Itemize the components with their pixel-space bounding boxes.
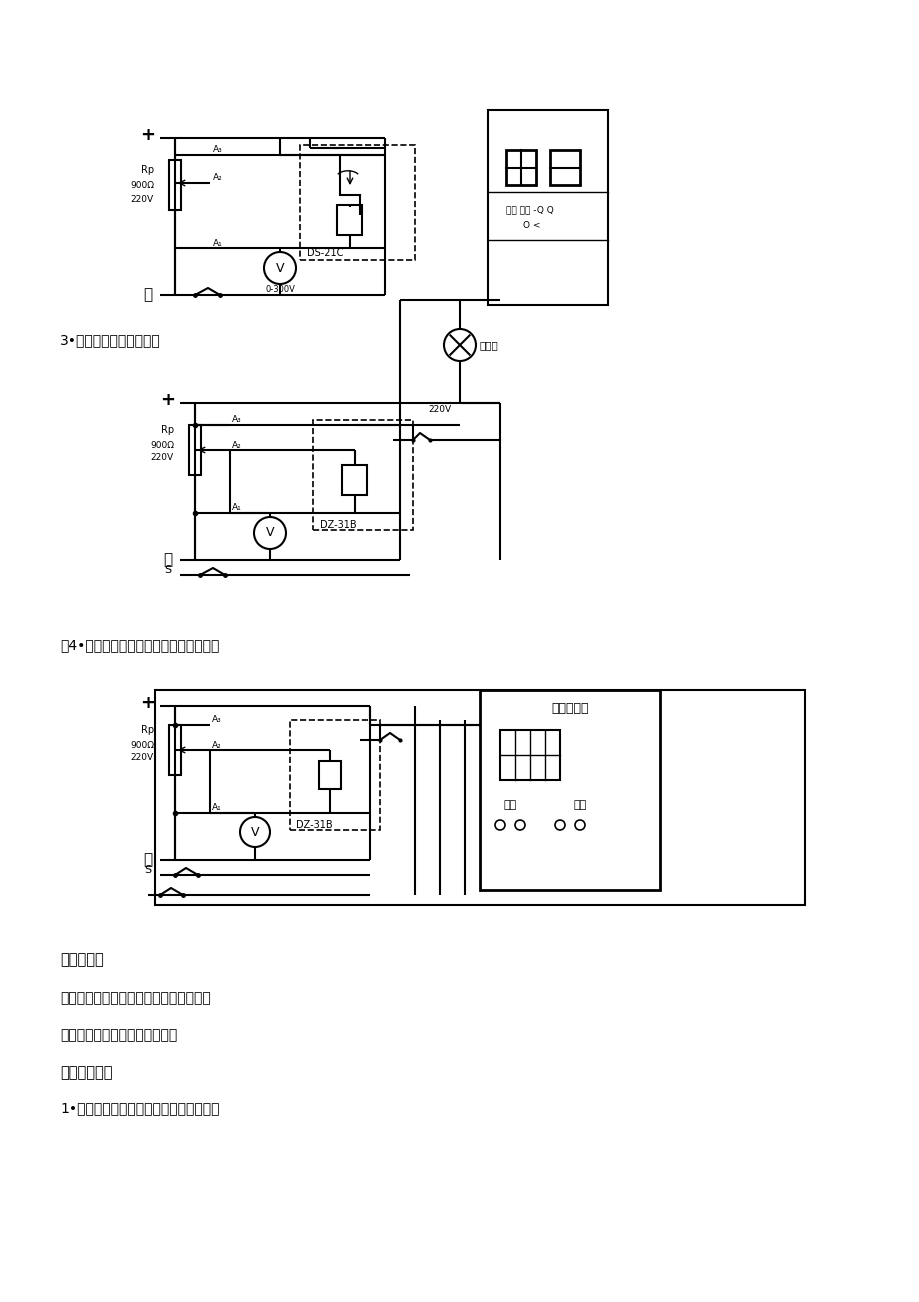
Text: A₁: A₁	[232, 504, 242, 513]
Text: A₁: A₁	[213, 238, 222, 247]
Bar	[505, 150, 536, 185]
Bar	[337, 204, 362, 234]
Text: S: S	[144, 865, 152, 875]
Text: O <: O <	[522, 220, 540, 229]
Text: 数字电秒表: 数字电秒表	[550, 702, 588, 715]
Text: Rp: Rp	[142, 725, 154, 736]
Text: +: +	[141, 126, 155, 145]
Bar	[154, 690, 804, 905]
Text: －: －	[164, 552, 173, 568]
Text: 四、实验内容: 四、实验内容	[60, 1065, 112, 1081]
Bar	[169, 160, 181, 210]
Text: DZ-31B: DZ-31B	[320, 519, 357, 530]
Text: 答：额定电压和继电器内部结构: 答：额定电压和继电器内部结构	[60, 1029, 177, 1042]
Text: 220V: 220V	[130, 195, 153, 204]
Bar	[319, 760, 341, 789]
Text: 900Ω: 900Ω	[130, 181, 153, 190]
Bar	[169, 725, 181, 775]
Text: A₃: A₃	[213, 146, 222, 155]
Text: A₂: A₂	[213, 173, 222, 182]
Text: DZ-31B: DZ-31B	[296, 820, 333, 829]
Text: 1•时间继电器的动作电流和返回电流测试: 1•时间继电器的动作电流和返回电流测试	[60, 1101, 220, 1115]
Bar	[487, 109, 607, 305]
Text: 220V: 220V	[427, 405, 450, 414]
Bar	[300, 145, 414, 260]
Text: 停止: 停止	[503, 799, 516, 810]
Text: DS-21C: DS-21C	[307, 247, 343, 258]
Text: 加4•中间继电器动作时间测量实验接线图: 加4•中间继电器动作时间测量实验接线图	[60, 638, 219, 652]
Text: 三、预习题: 三、预习题	[60, 953, 104, 967]
Text: V: V	[266, 526, 274, 539]
Text: +: +	[141, 694, 155, 712]
Text: 停止 启动 -Q Q: 停止 启动 -Q Q	[505, 206, 553, 215]
Bar	[342, 465, 367, 495]
Text: 启动: 启动	[573, 799, 586, 810]
Bar	[188, 424, 200, 475]
Text: A₂: A₂	[211, 741, 221, 750]
Text: Rp: Rp	[161, 424, 175, 435]
Text: V: V	[251, 825, 259, 838]
Text: A₃: A₃	[232, 415, 242, 424]
Text: +: +	[160, 391, 176, 409]
Text: 影响起动电压、返回电压的因素是什么？: 影响起动电压、返回电压的因素是什么？	[60, 991, 210, 1005]
Bar	[312, 421, 413, 530]
Text: A₂: A₂	[232, 440, 242, 449]
Text: －: －	[143, 288, 153, 302]
Bar	[289, 720, 380, 829]
Text: 3•中间继电器实验接线图: 3•中间继电器实验接线图	[60, 333, 161, 348]
Bar	[480, 690, 659, 891]
Text: 900Ω: 900Ω	[150, 440, 174, 449]
Text: A₁: A₁	[211, 803, 221, 812]
Text: 0-300V: 0-300V	[265, 285, 295, 293]
Text: 220V: 220V	[151, 453, 174, 462]
Text: V: V	[276, 262, 284, 275]
Text: 220V: 220V	[130, 754, 153, 763]
Bar	[550, 150, 579, 185]
Text: －: －	[143, 853, 153, 867]
Text: 光示牌: 光示牌	[480, 340, 498, 350]
Text: A₃: A₃	[211, 716, 221, 724]
Text: S: S	[165, 565, 171, 575]
Text: 900Ω: 900Ω	[130, 741, 153, 750]
Text: Rp: Rp	[142, 165, 154, 174]
Bar	[499, 730, 560, 780]
